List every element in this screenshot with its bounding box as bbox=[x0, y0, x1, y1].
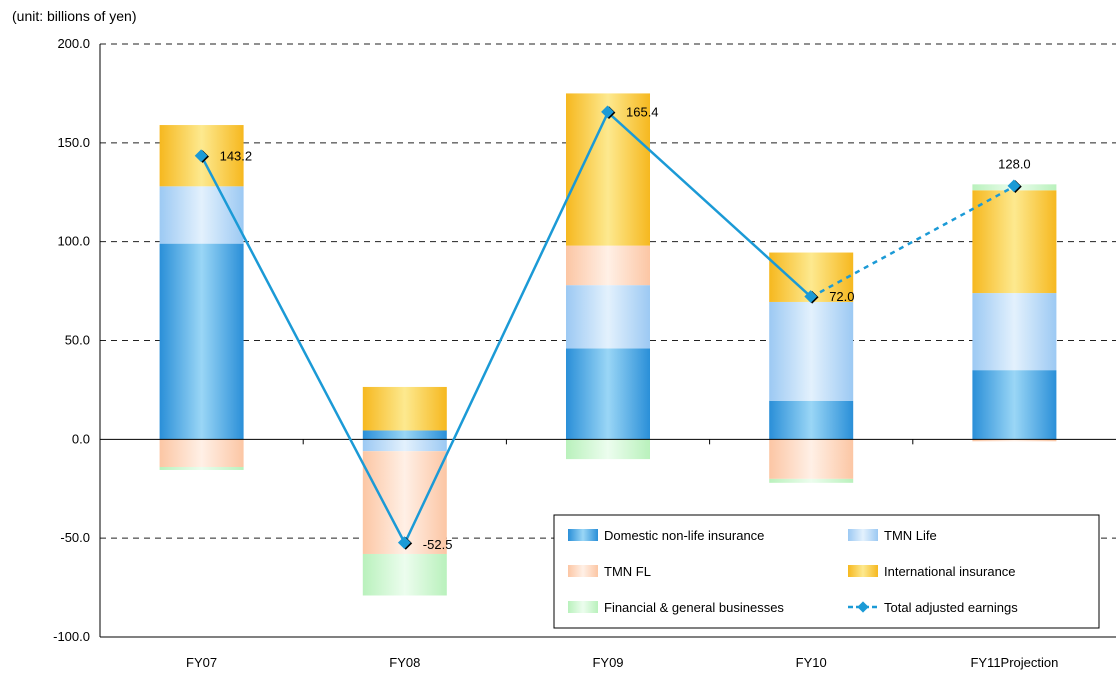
bar-segment bbox=[972, 439, 1057, 442]
y-tick-label: -50.0 bbox=[60, 530, 90, 545]
y-tick-label: 0.0 bbox=[72, 431, 90, 446]
x-tick-label: FY08 bbox=[389, 655, 420, 670]
bar-segment bbox=[769, 400, 854, 440]
legend-label: Domestic non-life insurance bbox=[604, 528, 764, 543]
bar-segment bbox=[769, 439, 854, 479]
legend-label: TMN Life bbox=[884, 528, 937, 543]
data-label: 165.4 bbox=[626, 104, 659, 119]
y-tick-label: 100.0 bbox=[57, 234, 90, 249]
bar-segment bbox=[566, 439, 650, 460]
bars bbox=[159, 93, 1057, 596]
unit-label: (unit: billions of yen) bbox=[12, 8, 137, 24]
bar-segment bbox=[159, 439, 244, 468]
bar-segment bbox=[972, 370, 1057, 440]
legend-label: Financial & general businesses bbox=[604, 600, 784, 615]
y-tick-label: 150.0 bbox=[57, 135, 90, 150]
bar-segment bbox=[362, 386, 447, 431]
bar-segment bbox=[362, 430, 447, 440]
bar-segment bbox=[566, 245, 650, 286]
bar-segment bbox=[769, 478, 854, 483]
legend-swatch bbox=[848, 529, 878, 541]
y-tick-label: -100.0 bbox=[53, 629, 90, 644]
legend-swatch bbox=[568, 565, 598, 577]
legend-label: TMN FL bbox=[604, 564, 651, 579]
data-label: 72.0 bbox=[829, 289, 854, 304]
y-tick-label: 200.0 bbox=[57, 36, 90, 51]
data-label: 128.0 bbox=[998, 156, 1031, 171]
bar-segment bbox=[972, 293, 1057, 371]
legend-swatch bbox=[848, 565, 878, 577]
legend-swatch bbox=[568, 601, 598, 613]
legend-box bbox=[553, 514, 1100, 629]
x-tick-label: FY10 bbox=[796, 655, 827, 670]
total-line-segment bbox=[200, 155, 406, 544]
legend-marker bbox=[857, 601, 869, 613]
total-line: 143.2 -52.5 165.4 72.0 128.0 bbox=[194, 104, 1031, 552]
bar-segment bbox=[769, 301, 854, 401]
total-line-segment bbox=[607, 111, 813, 298]
bar-segment bbox=[566, 348, 650, 440]
x-tick-label: FY11Projection bbox=[970, 655, 1058, 670]
total-line-segment bbox=[403, 111, 610, 544]
bar-segment bbox=[362, 439, 447, 452]
bar-segment bbox=[362, 553, 447, 596]
legend: Domestic non-life insurance TMN Life TMN F… bbox=[553, 514, 1100, 629]
total-line-segment bbox=[810, 185, 1015, 299]
legend-label: International insurance bbox=[884, 564, 1016, 579]
bar-segment bbox=[159, 467, 244, 470]
data-label: -52.5 bbox=[423, 537, 453, 552]
legend-label: Total adjusted earnings bbox=[884, 600, 1018, 615]
legend-swatch bbox=[568, 529, 598, 541]
x-tick-label: FY09 bbox=[592, 655, 623, 670]
bar-segment bbox=[972, 190, 1057, 294]
bar-segment bbox=[159, 243, 244, 440]
bar-segment bbox=[159, 186, 244, 244]
bar-segment bbox=[566, 285, 650, 349]
x-tick-label: FY07 bbox=[186, 655, 217, 670]
line-marker bbox=[194, 149, 208, 163]
y-tick-label: 50.0 bbox=[65, 333, 90, 348]
data-label: 143.2 bbox=[220, 148, 253, 163]
axes: 200.0 150.0 100.0 50.0 0.0 -50.0 -100.0 FY07 FY0… bbox=[53, 36, 1116, 670]
